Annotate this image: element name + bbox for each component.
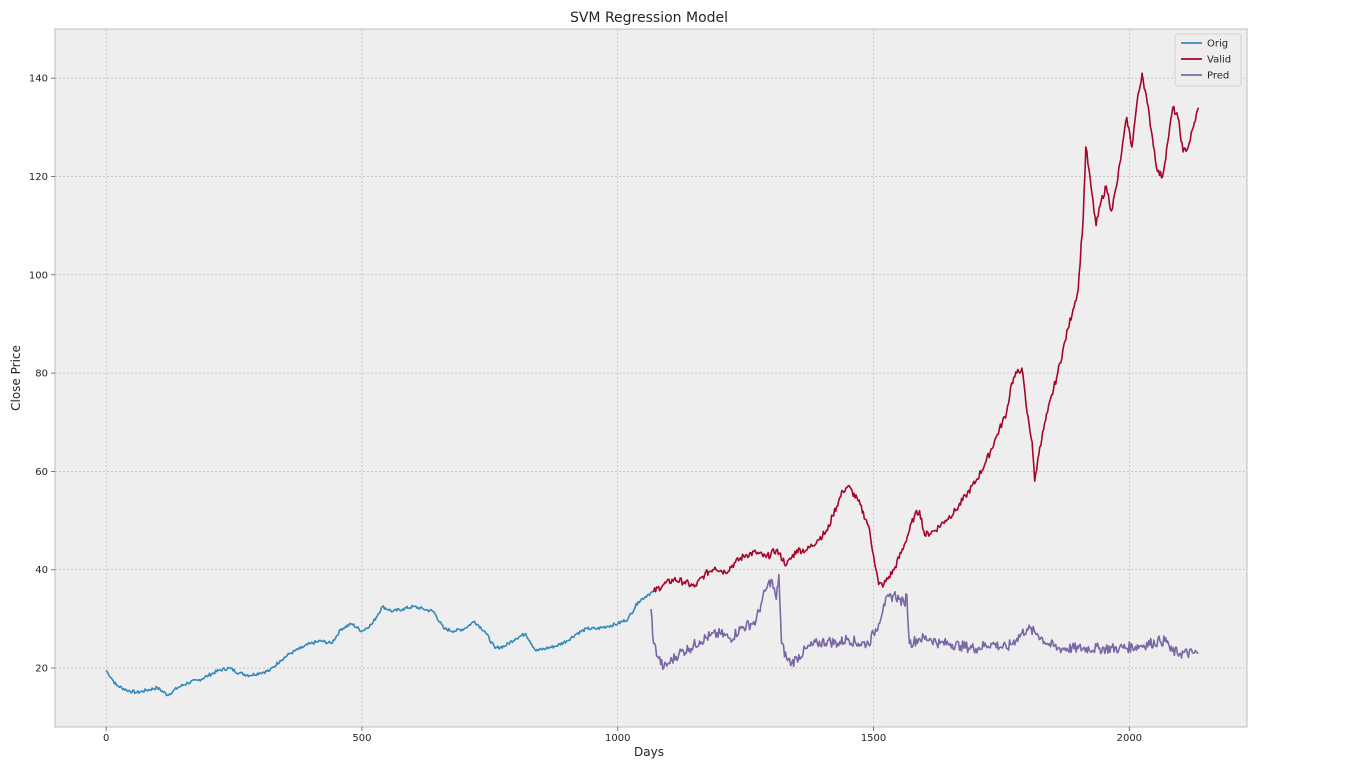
series-line-pred: [650, 573, 1199, 671]
gridlines: [55, 29, 1247, 727]
series-line-orig: [105, 590, 654, 697]
x-tick-label: 0: [103, 733, 109, 744]
y-tick-label: 20: [35, 664, 48, 675]
legend-label-orig: Orig: [1207, 39, 1228, 50]
legend: Orig Valid Pred: [1174, 33, 1242, 87]
y-tick-label: 80: [35, 369, 48, 380]
plot-area: [54, 28, 1248, 728]
y-tick-label: 140: [29, 74, 48, 85]
chart-title: SVM Regression Model: [570, 10, 728, 26]
y-tick-label: 100: [29, 270, 48, 281]
axis-ticks: 0 500 1000 1500 2000 20 40 60 80 100 120 140: [29, 74, 1142, 744]
data-series: [105, 72, 1200, 697]
x-tick-label: 1500: [861, 733, 886, 744]
y-axis-label: Close Price: [9, 345, 23, 411]
legend-label-valid: Valid: [1207, 55, 1231, 66]
y-tick-label: 120: [29, 172, 48, 183]
x-axis-label: Days: [634, 745, 664, 759]
x-tick-label: 2000: [1117, 733, 1142, 744]
x-tick-label: 1000: [605, 733, 630, 744]
series-line-valid: [652, 72, 1200, 593]
legend-label-pred: Pred: [1207, 71, 1229, 82]
x-tick-label: 500: [352, 733, 371, 744]
y-tick-label: 60: [35, 467, 48, 478]
legend-box: [1174, 33, 1242, 87]
y-tick-label: 40: [35, 565, 48, 576]
